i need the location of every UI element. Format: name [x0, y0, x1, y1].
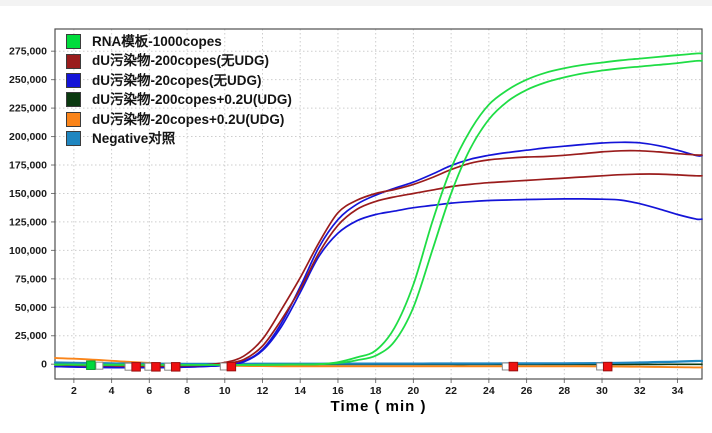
series-curve-1-1	[54, 173, 703, 367]
open-threshold-marker	[124, 362, 133, 371]
series-curve-1-0	[54, 149, 703, 367]
x-tick-label: 10	[219, 385, 231, 397]
legend-swatch-icon	[66, 92, 81, 108]
red-threshold-marker	[602, 361, 613, 372]
y-tick-label: 25,000	[15, 330, 47, 342]
y-tick-label: 150,000	[9, 188, 47, 200]
open-threshold-marker	[164, 362, 173, 371]
y-tick-label: 100,000	[9, 245, 47, 257]
legend-swatch-icon	[66, 34, 81, 50]
x-tick-label: 18	[370, 385, 382, 397]
x-tick-label: 6	[146, 385, 152, 397]
x-tick-label: 8	[184, 385, 190, 397]
open-threshold-marker	[219, 362, 228, 371]
y-tick-label: 125,000	[9, 216, 47, 228]
red-threshold-marker	[170, 362, 181, 372]
x-tick-label: 24	[483, 385, 495, 397]
legend-item-1[interactable]: dU污染物-200copes(无UDG)	[66, 51, 292, 70]
red-threshold-marker	[226, 361, 237, 372]
legend-swatch-icon	[66, 72, 81, 88]
x-tick-label: 20	[408, 385, 420, 397]
red-threshold-marker	[151, 362, 161, 372]
legend-label: dU污染物-200copes(无UDG)	[92, 53, 270, 69]
legend-label: RNA模板-1000copes	[92, 33, 222, 49]
top-strip	[0, 0, 712, 6]
x-tick-label: 26	[521, 385, 533, 397]
x-tick-label: 16	[332, 385, 344, 397]
legend-swatch-icon	[66, 131, 81, 147]
x-tick-label: 2	[71, 385, 77, 397]
open-threshold-marker	[501, 362, 510, 371]
x-tick-label: 12	[257, 385, 269, 397]
legend-label: dU污染物-20copes(无UDG)	[92, 72, 262, 88]
x-tick-label: 28	[558, 385, 570, 397]
open-threshold-marker	[144, 362, 153, 371]
red-threshold-marker	[131, 362, 141, 372]
x-tick-label: 30	[596, 385, 608, 397]
legend-item-5[interactable]: Negative对照	[66, 129, 292, 148]
legend-item-3[interactable]: dU污染物-200copes+0.2U(UDG)	[66, 90, 292, 109]
x-tick-label: 14	[294, 385, 306, 397]
open-threshold-marker	[596, 362, 605, 371]
y-tick-label: 250,000	[9, 74, 47, 86]
y-tick-label: 175,000	[9, 160, 47, 172]
y-tick-label: 200,000	[9, 131, 47, 143]
green-threshold-marker	[86, 360, 96, 370]
open-threshold-marker	[95, 361, 104, 370]
legend-label: dU污染物-200copes+0.2U(UDG)	[92, 92, 292, 108]
y-tick-label: 75,000	[15, 273, 47, 285]
y-tick-label: 50,000	[15, 302, 47, 314]
plot-border	[54, 28, 703, 380]
y-tick-label: 275,000	[9, 46, 47, 58]
x-tick-label: 34	[672, 385, 684, 397]
y-tick-label: 225,000	[9, 103, 47, 115]
legend-label: Negative对照	[92, 130, 176, 146]
legend: RNA模板-1000copes dU污染物-200copes(无UDG) dU污染物…	[66, 32, 292, 148]
x-axis-title: Time ( min )	[330, 398, 427, 415]
x-tick-label: 32	[634, 385, 646, 397]
x-tick-label: 4	[109, 385, 115, 397]
x-tick-label: 22	[445, 385, 457, 397]
series-curve-2-1	[54, 198, 703, 369]
legend-swatch-icon	[66, 111, 81, 127]
legend-swatch-icon	[66, 53, 81, 69]
y-tick-label: 0	[41, 359, 47, 371]
legend-item-0[interactable]: RNA模板-1000copes	[66, 32, 292, 51]
red-threshold-marker	[508, 361, 519, 372]
legend-label: dU污染物-20copes+0.2U(UDG)	[92, 111, 285, 127]
legend-item-4[interactable]: dU污染物-20copes+0.2U(UDG)	[66, 110, 292, 129]
legend-item-2[interactable]: dU污染物-20copes(无UDG)	[66, 71, 292, 90]
